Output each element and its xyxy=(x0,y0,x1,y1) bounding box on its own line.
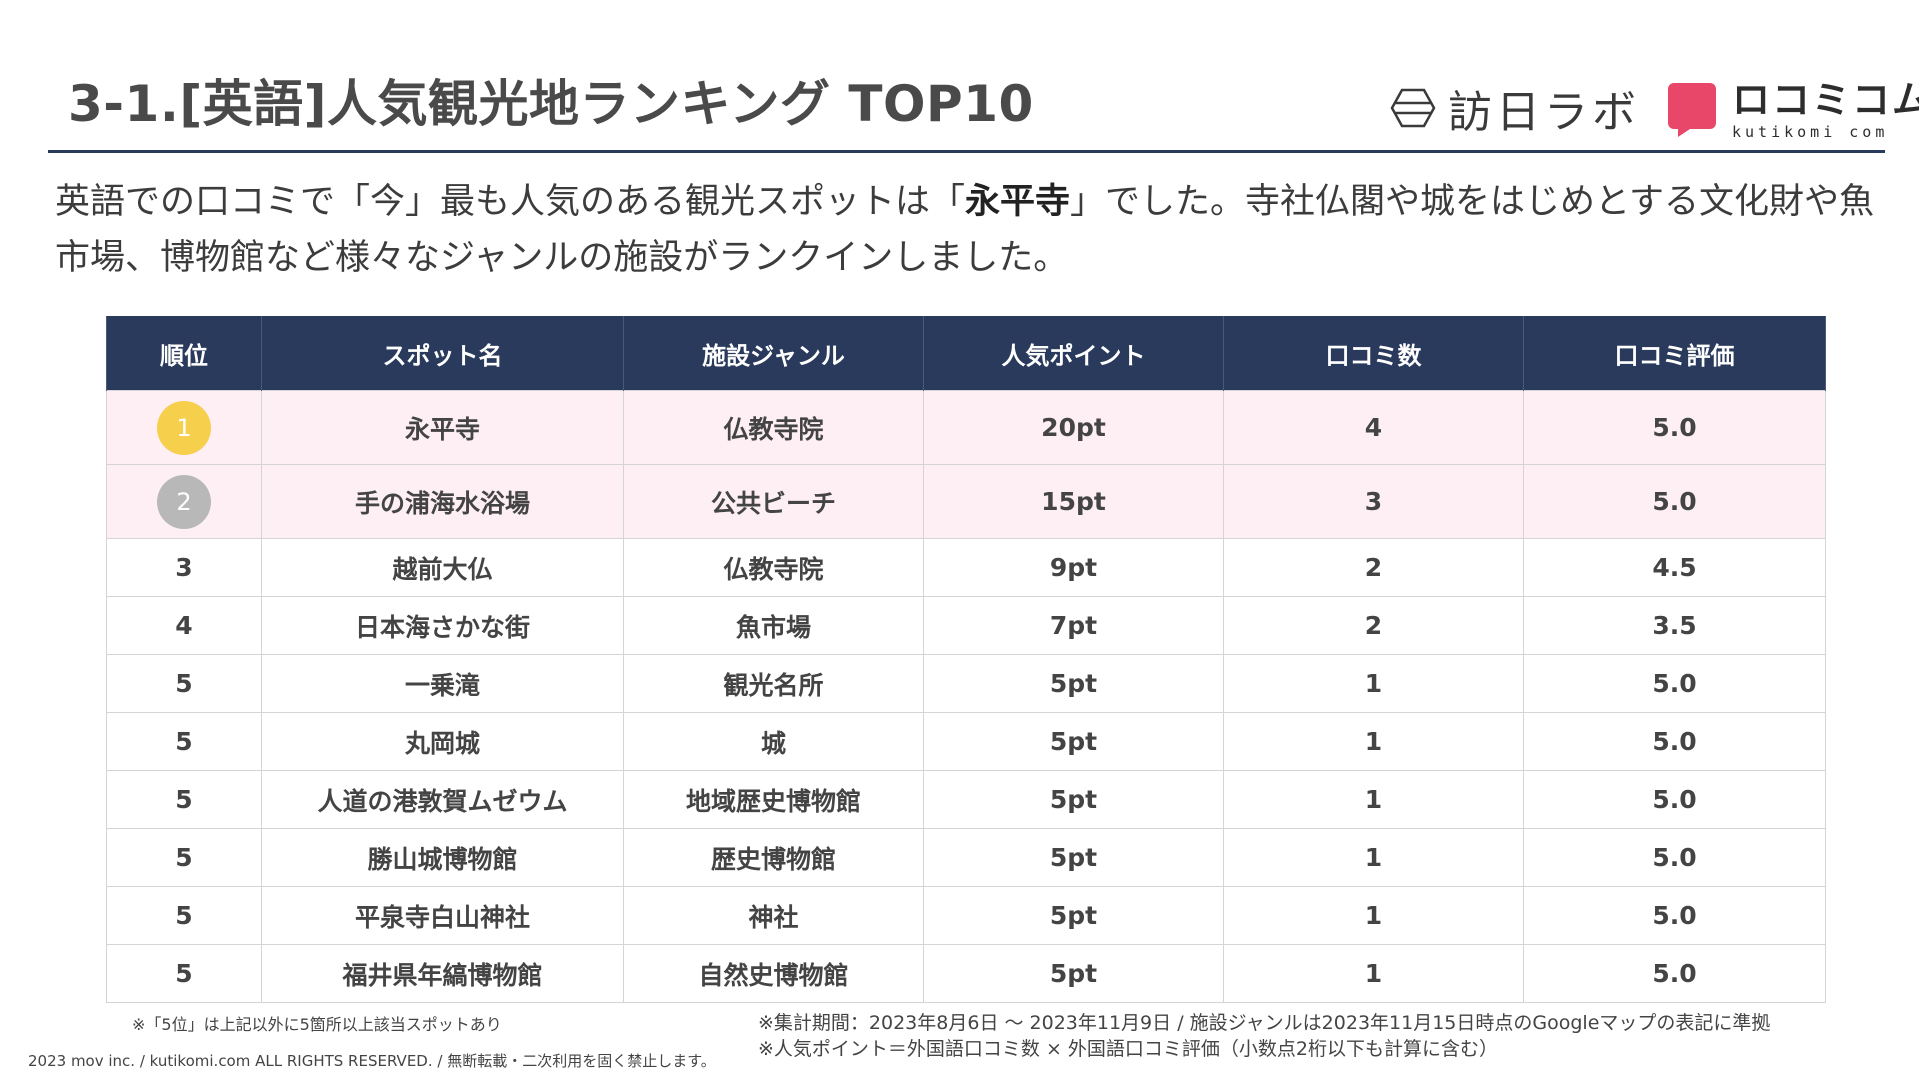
genre-cell: 公共ビーチ xyxy=(623,464,924,539)
points-cell: 20pt xyxy=(923,390,1224,465)
rank-cell: 5 xyxy=(106,712,262,771)
speech-bubble-logo-icon xyxy=(1668,83,1716,137)
genre-cell: 地域歴史博物館 xyxy=(623,770,924,829)
points-formula-note: ※人気ポイント＝外国語口コミ数 × 外国語口コミ評価（小数点2桁以下も計算に含む… xyxy=(758,1038,1499,1060)
count-cell: 3 xyxy=(1223,464,1524,539)
lead-highlight: 永平寺 xyxy=(965,182,1071,222)
header-rank: 順位 xyxy=(106,316,262,391)
count-cell: 1 xyxy=(1223,654,1524,713)
lead-text-1: 英語での口コミで「今」最も人気のある観光スポットは「 xyxy=(55,182,966,222)
hexagon-logo-icon xyxy=(1390,88,1436,128)
homon-lab-logo: 訪日ラボ xyxy=(1390,80,1640,138)
method-notes: ※集計期間：2023年8月6日 〜 2023年11月9日 / 施設ジャンルは20… xyxy=(758,1010,1770,1062)
rank-footnote: ※「5位」は上記以外に5箇所以上該当スポットあり xyxy=(132,1015,502,1034)
table-row: 4 日本海さかな街 魚市場 7pt 2 3.5 xyxy=(106,596,1826,655)
spot-name-cell: 一乗滝 xyxy=(261,654,624,713)
points-cell: 9pt xyxy=(923,538,1224,597)
genre-cell: 魚市場 xyxy=(623,596,924,655)
rank-cell: 4 xyxy=(106,596,262,655)
header-genre: 施設ジャンル xyxy=(623,316,924,391)
count-cell: 1 xyxy=(1223,944,1524,1003)
spot-name-cell: 越前大仏 xyxy=(261,538,624,597)
rank-cell: 5 xyxy=(106,828,262,887)
rating-cell: 5.0 xyxy=(1523,944,1826,1003)
header-review-count: 口コミ数 xyxy=(1223,316,1524,391)
kutikomi-logo-subtext: kutikomi com xyxy=(1732,122,1889,141)
points-cell: 5pt xyxy=(923,654,1224,713)
copyright-text: 2023 mov inc. / kutikomi.com ALL RIGHTS … xyxy=(28,1052,716,1070)
rank-cell: 2 xyxy=(106,464,262,539)
rank-cell: 3 xyxy=(106,538,262,597)
spot-name-cell: 人道の港敦賀ムゼウム xyxy=(261,770,624,829)
spot-name-cell: 手の浦海水浴場 xyxy=(261,464,624,539)
genre-cell: 仏教寺院 xyxy=(623,390,924,465)
table-row: 5 福井県年縞博物館 自然史博物館 5pt 1 5.0 xyxy=(106,944,1826,1003)
genre-cell: 歴史博物館 xyxy=(623,828,924,887)
table-row: 2 手の浦海水浴場 公共ビーチ 15pt 3 5.0 xyxy=(106,464,1826,539)
table-row: 1 永平寺 仏教寺院 20pt 4 5.0 xyxy=(106,390,1826,465)
count-cell: 2 xyxy=(1223,596,1524,655)
points-cell: 5pt xyxy=(923,712,1224,771)
count-cell: 1 xyxy=(1223,828,1524,887)
genre-cell: 城 xyxy=(623,712,924,771)
rating-cell: 5.0 xyxy=(1523,464,1826,539)
homon-lab-logo-text: 訪日ラボ xyxy=(1448,87,1640,138)
rating-cell: 3.5 xyxy=(1523,596,1826,655)
points-cell: 15pt xyxy=(923,464,1224,539)
points-cell: 5pt xyxy=(923,770,1224,829)
genre-cell: 神社 xyxy=(623,886,924,945)
points-cell: 5pt xyxy=(923,828,1224,887)
rating-cell: 5.0 xyxy=(1523,390,1826,465)
genre-cell: 仏教寺院 xyxy=(623,538,924,597)
spot-name-cell: 勝山城博物館 xyxy=(261,828,624,887)
spot-name-cell: 日本海さかな街 xyxy=(261,596,624,655)
rank-cell: 5 xyxy=(106,654,262,713)
silver-medal-icon: 2 xyxy=(157,474,211,529)
table-header-row: 順位 スポット名 施設ジャンル 人気ポイント 口コミ数 口コミ評価 xyxy=(106,316,1826,391)
rating-cell: 5.0 xyxy=(1523,654,1826,713)
count-cell: 2 xyxy=(1223,538,1524,597)
genre-cell: 自然史博物館 xyxy=(623,944,924,1003)
spot-name-cell: 丸岡城 xyxy=(261,712,624,771)
points-cell: 5pt xyxy=(923,944,1224,1003)
count-cell: 1 xyxy=(1223,886,1524,945)
rank-cell: 1 xyxy=(106,390,262,465)
table-row: 5 丸岡城 城 5pt 1 5.0 xyxy=(106,712,1826,771)
count-cell: 4 xyxy=(1223,390,1524,465)
table-row: 5 一乗滝 観光名所 5pt 1 5.0 xyxy=(106,654,1826,713)
points-cell: 5pt xyxy=(923,886,1224,945)
table-row: 5 勝山城博物館 歴史博物館 5pt 1 5.0 xyxy=(106,828,1826,887)
period-note: ※集計期間：2023年8月6日 〜 2023年11月9日 / 施設ジャンルは20… xyxy=(758,1012,1771,1034)
page-title: 3-1.[英語]人気観光地ランキング TOP10 xyxy=(68,75,1034,133)
kutikomi-logo: ロコミコム kutikomi com xyxy=(1668,80,1919,140)
rank-cell: 5 xyxy=(106,886,262,945)
rating-cell: 5.0 xyxy=(1523,886,1826,945)
spot-name-cell: 福井県年縞博物館 xyxy=(261,944,624,1003)
table-row: 3 越前大仏 仏教寺院 9pt 2 4.5 xyxy=(106,538,1826,597)
header-review-rating: 口コミ評価 xyxy=(1523,316,1826,391)
rating-cell: 4.5 xyxy=(1523,538,1826,597)
spot-name-cell: 平泉寺白山神社 xyxy=(261,886,624,945)
rank-cell: 5 xyxy=(106,944,262,1003)
spot-name-cell: 永平寺 xyxy=(261,390,624,465)
header-points: 人気ポイント xyxy=(923,316,1224,391)
table-row: 5 平泉寺白山神社 神社 5pt 1 5.0 xyxy=(106,886,1826,945)
header-divider xyxy=(48,150,1885,153)
count-cell: 1 xyxy=(1223,712,1524,771)
rating-cell: 5.0 xyxy=(1523,712,1826,771)
lead-paragraph: 英語での口コミで「今」最も人気のある観光スポットは「永平寺」でした。寺社仏閣や城… xyxy=(55,174,1885,286)
rating-cell: 5.0 xyxy=(1523,828,1826,887)
points-cell: 7pt xyxy=(923,596,1224,655)
count-cell: 1 xyxy=(1223,770,1524,829)
genre-cell: 観光名所 xyxy=(623,654,924,713)
rank-cell: 5 xyxy=(106,770,262,829)
lead-text-2: 」でした。寺社仏閣や城をはじめとする文化財や魚市場、博物館など様々なジャンルの施… xyxy=(55,182,1874,278)
header-spot-name: スポット名 xyxy=(261,316,624,391)
kutikomi-logo-text: ロコミコム xyxy=(1732,77,1919,122)
table-row: 5 人道の港敦賀ムゼウム 地域歴史博物館 5pt 1 5.0 xyxy=(106,770,1826,829)
rating-cell: 5.0 xyxy=(1523,770,1826,829)
ranking-table: 順位 スポット名 施設ジャンル 人気ポイント 口コミ数 口コミ評価 1 永平寺 … xyxy=(106,316,1826,1003)
gold-medal-icon: 1 xyxy=(157,400,211,455)
